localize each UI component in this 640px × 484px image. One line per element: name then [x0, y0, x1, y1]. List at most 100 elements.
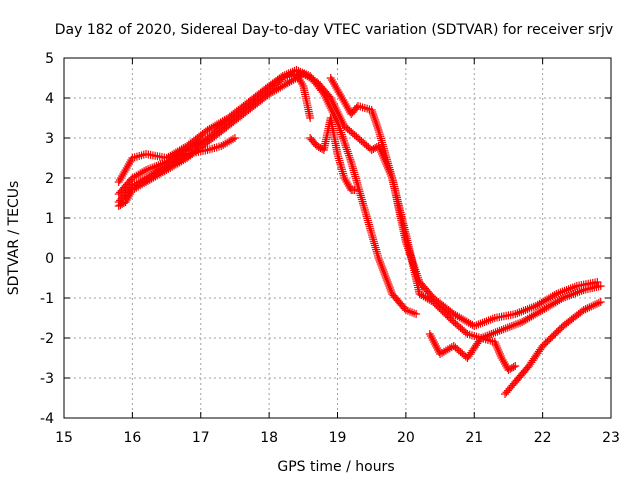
- data-point-marker: [564, 285, 573, 294]
- data-point-marker: [432, 344, 441, 352]
- data-point-marker: [381, 272, 390, 280]
- data-point-marker: [403, 306, 412, 315]
- x-tick-label: 22: [534, 430, 552, 446]
- data-point-marker: [326, 94, 335, 102]
- data-point-marker: [492, 342, 501, 350]
- data-point-marker: [470, 322, 479, 330]
- x-tick-label: 18: [260, 430, 278, 446]
- data-point-marker: [386, 286, 395, 294]
- data-point-marker: [474, 320, 483, 329]
- data-point-marker: [517, 307, 526, 316]
- data-point-marker: [509, 321, 518, 330]
- data-point-marker: [405, 307, 414, 316]
- data-point-marker: [148, 163, 157, 172]
- data-point-marker: [372, 120, 381, 128]
- data-point-marker: [558, 287, 567, 296]
- y-tick-label: -4: [40, 411, 54, 427]
- data-point-marker: [490, 338, 499, 346]
- data-point-marker: [503, 323, 512, 332]
- x-tick-label: 23: [602, 430, 620, 446]
- data-point-marker: [499, 325, 508, 334]
- data-point-marker: [410, 309, 419, 318]
- data-point-marker: [478, 318, 487, 327]
- data-point-marker: [152, 162, 161, 170]
- data-point-marker: [557, 295, 566, 304]
- data-point-marker: [371, 116, 380, 124]
- data-point-marker: [507, 322, 516, 330]
- data-point-marker: [560, 286, 569, 295]
- data-point-marker: [513, 309, 522, 318]
- data-point-marker: [550, 291, 559, 300]
- data-point-marker: [485, 330, 494, 339]
- data-point-marker: [482, 317, 491, 326]
- data-point-marker: [480, 318, 489, 326]
- data-point-marker: [350, 186, 359, 194]
- data-point-marker: [370, 114, 379, 122]
- data-point-marker: [592, 299, 601, 308]
- data-point-marker: [493, 327, 502, 336]
- data-point-marker: [327, 96, 336, 104]
- data-point-marker: [140, 167, 149, 176]
- data-point-marker: [583, 304, 592, 313]
- data-point-marker: [506, 365, 515, 373]
- x-tick-label: 15: [55, 430, 73, 446]
- data-point-marker: [596, 298, 605, 306]
- data-point-marker: [570, 282, 579, 291]
- data-point-marker: [385, 282, 394, 290]
- data-point-marker: [378, 264, 387, 272]
- y-tick-label: -3: [40, 371, 54, 387]
- data-point-marker: [336, 114, 345, 122]
- data-points: [114, 66, 605, 398]
- data-point-marker: [384, 280, 393, 288]
- data-point-marker: [412, 310, 421, 318]
- data-point-marker: [374, 254, 383, 262]
- data-point-marker: [566, 284, 575, 293]
- data-point-marker: [380, 270, 389, 278]
- x-tick-label: 16: [123, 430, 141, 446]
- data-point-marker: [559, 294, 568, 302]
- data-point-marker: [505, 322, 514, 331]
- data-point-marker: [484, 316, 493, 325]
- data-point-marker: [529, 302, 538, 311]
- data-point-marker: [329, 100, 338, 108]
- y-tick-label: 0: [45, 251, 54, 267]
- data-point-marker: [476, 319, 485, 328]
- data-point-marker: [306, 114, 315, 122]
- data-point-marker: [568, 283, 577, 292]
- plot-frame: [63, 57, 612, 419]
- data-point-marker: [371, 118, 380, 126]
- data-point-marker: [146, 164, 155, 173]
- x-tick-label: 19: [329, 430, 347, 446]
- data-point-marker: [573, 288, 582, 297]
- y-tick-label: -2: [40, 331, 54, 347]
- series-track-7: [425, 330, 520, 374]
- data-point-marker: [563, 292, 572, 301]
- data-point-marker: [375, 144, 384, 152]
- data-point-marker: [519, 306, 528, 315]
- data-point-marker: [491, 328, 500, 337]
- data-point-marker: [581, 305, 590, 314]
- data-point-marker: [556, 288, 565, 297]
- data-point-marker: [501, 324, 510, 333]
- data-point-marker: [487, 330, 496, 338]
- data-point-marker: [335, 112, 344, 120]
- data-point-marker: [434, 346, 443, 354]
- data-point-marker: [525, 304, 534, 313]
- data-point-marker: [116, 201, 125, 209]
- data-point-marker: [401, 306, 410, 314]
- data-point-marker: [373, 122, 382, 130]
- data-point-marker: [376, 260, 385, 268]
- data-point-marker: [496, 352, 505, 360]
- data-point-marker: [495, 348, 504, 356]
- data-point-marker: [579, 306, 588, 314]
- data-point-marker: [230, 134, 239, 142]
- data-point-marker: [428, 336, 437, 344]
- data-point-marker: [144, 165, 153, 174]
- data-point-marker: [472, 321, 481, 330]
- data-point-marker: [328, 98, 337, 106]
- series-track-6: [326, 74, 605, 342]
- data-point-marker: [521, 306, 530, 314]
- data-point-marker: [376, 258, 385, 266]
- data-point-marker: [369, 110, 378, 118]
